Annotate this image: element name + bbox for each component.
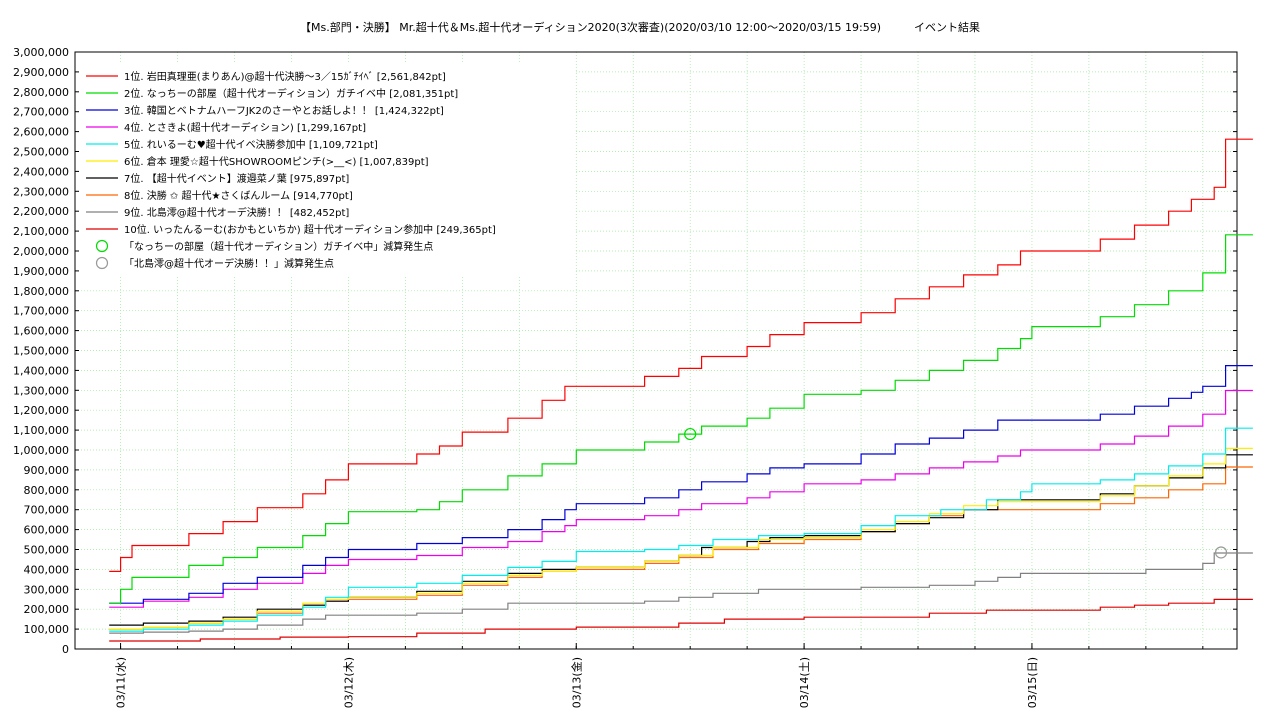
y-tick-label: 1,300,000 xyxy=(13,384,69,397)
legend-entry: 10位. いったんるーむ(おかもといちか) 超十代オーディション参加中 [249… xyxy=(124,223,496,236)
series-line xyxy=(109,427,1253,632)
series-layer xyxy=(109,138,1253,642)
legend-entry: 「なっちーの部屋（超十代オーディション）ガチイベ中」減算発生点 xyxy=(124,240,433,253)
marker-point xyxy=(1214,546,1228,559)
y-tick-label: 1,200,000 xyxy=(13,404,69,417)
legend-marker xyxy=(95,239,109,253)
legend-entry: 「北島澪@超十代オーデ決勝！！」減算発生点 xyxy=(124,257,334,270)
y-tick-label: 1,400,000 xyxy=(13,364,69,377)
x-tick-label: 03/11(水) xyxy=(115,657,128,708)
legend-entry: 5位. れいるーむ♥超十代イベ決勝参加中 [1,109,721pt] xyxy=(124,138,378,151)
y-tick-label: 2,200,000 xyxy=(13,205,69,218)
y-tick-label: 300,000 xyxy=(24,583,70,596)
y-tick-label: 1,500,000 xyxy=(13,345,69,358)
y-tick-label: 3,000,000 xyxy=(13,46,69,59)
legend-marker xyxy=(95,256,109,270)
x-tick-label: 03/14(土) xyxy=(798,657,811,708)
y-tick-label: 2,300,000 xyxy=(13,185,69,198)
plot-frame xyxy=(74,51,1238,650)
y-tick-label: 600,000 xyxy=(24,524,70,537)
y-tick-label: 2,000,000 xyxy=(13,245,69,258)
y-tick-label: 700,000 xyxy=(24,504,70,517)
legend-entry: 1位. 岩田真理亜(まりあん)@超十代決勝〜3／15ｶﾞﾁｲﾍﾞ [2,561,… xyxy=(124,70,446,83)
y-tick-label: 100,000 xyxy=(24,623,70,636)
series-line xyxy=(109,365,1253,604)
y-tick-label: 400,000 xyxy=(24,563,70,576)
y-tick-label: 900,000 xyxy=(24,464,70,477)
series-line xyxy=(109,138,1253,572)
y-tick-label: 800,000 xyxy=(24,484,70,497)
y-tick-label: 500,000 xyxy=(24,544,70,557)
y-tick-label: 0 xyxy=(62,643,69,656)
y-tick-label: 1,000,000 xyxy=(13,444,69,457)
marker-layer xyxy=(684,427,1228,559)
y-tick-label: 200,000 xyxy=(24,603,70,616)
x-tick-label: 03/13(金) xyxy=(569,657,583,708)
y-tick-label: 2,800,000 xyxy=(13,86,69,99)
y-tick-label: 1,700,000 xyxy=(13,305,69,318)
legend-entry: 3位. 韓国とベトナムハーフJK2のさーやとお話しよ！！ [1,424,322p… xyxy=(124,104,444,117)
series-line xyxy=(109,552,1253,634)
series-line xyxy=(109,234,1253,604)
chart-title: 【Ms.部門・決勝】 Mr.超十代＆Ms.超十代オーディション2020(3次審査… xyxy=(299,21,980,34)
y-tick-label: 2,500,000 xyxy=(13,146,69,159)
legend-entry: 6位. 倉本 理愛☆超十代SHOWROOMピンチ(>__<) [1,007,83… xyxy=(124,155,429,168)
y-tick-label: 2,400,000 xyxy=(13,165,69,178)
series-line xyxy=(109,389,1253,608)
y-tick-label: 2,600,000 xyxy=(13,126,69,139)
y-tick-label: 2,100,000 xyxy=(13,225,69,238)
x-tick-label: 03/15(日) xyxy=(1026,657,1039,708)
y-tick-label: 1,600,000 xyxy=(13,325,69,338)
series-line xyxy=(109,466,1253,630)
y-tick-label: 1,100,000 xyxy=(13,424,69,437)
y-tick-label: 2,700,000 xyxy=(13,106,69,119)
y-tick-label: 1,900,000 xyxy=(13,265,69,278)
y-tick-label: 2,900,000 xyxy=(13,66,69,79)
legend-background xyxy=(80,64,575,276)
y-tick-label: 1,800,000 xyxy=(13,285,69,298)
legend-entry: 2位. なっちーの部屋（超十代オーディション）ガチイベ中 [2,081,351p… xyxy=(124,87,458,100)
legend-entry: 8位. 決勝 ✩ 超十代★さくばんルーム [914,770pt] xyxy=(124,189,353,202)
legend: 1位. 岩田真理亜(まりあん)@超十代決勝〜3／15ｶﾞﾁｲﾍﾞ [2,561,… xyxy=(80,64,575,276)
legend-entry: 7位. 【超十代イベント】渡邉菜ノ葉 [975,897pt] xyxy=(124,172,349,185)
legend-entry: 9位. 北島澪@超十代オーデ決勝！！ [482,452pt] xyxy=(124,206,349,219)
marker-point xyxy=(684,427,697,441)
series-line xyxy=(109,598,1253,642)
legend-entry: 4位. とさきよ(超十代オーディション) [1,299,167pt] xyxy=(124,121,366,134)
axes: 0 100,000 200,000 300,000 400,000 500,000 600,… xyxy=(13,46,1238,708)
x-tick-label: 03/12(木) xyxy=(342,657,355,708)
